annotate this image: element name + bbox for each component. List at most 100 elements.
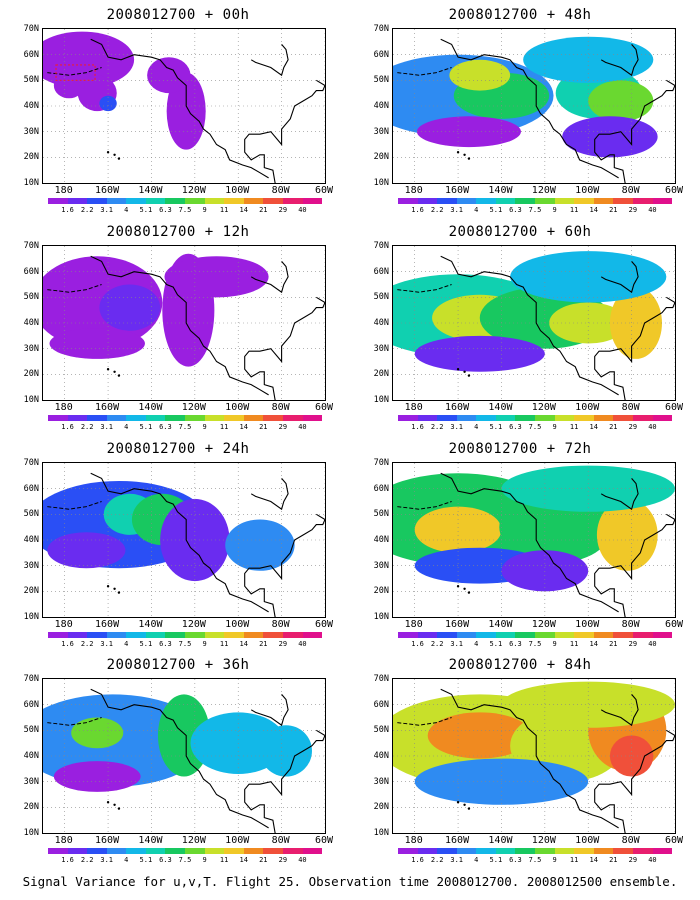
- colorbar-swatch: [48, 198, 68, 204]
- colorbar-swatch: [302, 632, 323, 638]
- colorbar-label: 21: [609, 856, 618, 864]
- aleutian-islands: [397, 501, 452, 510]
- colorbar-label: 4: [474, 856, 479, 864]
- colorbar-label: 5.1: [139, 640, 153, 648]
- colorbar-label: 14: [239, 640, 248, 648]
- colorbar-swatch: [495, 848, 516, 854]
- colorbar-swatch: [476, 848, 496, 854]
- longitude-tick-label: 140W: [138, 619, 163, 630]
- latitude-tick-label: 60N: [373, 483, 389, 494]
- latitude-tick-label: 60N: [373, 699, 389, 710]
- colorbar-label: 21: [259, 640, 268, 648]
- colorbar-label: 9: [552, 206, 557, 214]
- hawaii-island: [113, 803, 116, 806]
- colorbar: [398, 415, 673, 421]
- coastline: [250, 261, 289, 294]
- latitude-tick-label: 60N: [373, 49, 389, 60]
- longitude-tick-label: 180: [404, 835, 423, 846]
- colorbar-label: 1.6: [61, 856, 74, 864]
- latitude-tick-label: 50N: [373, 509, 389, 520]
- latitude-tick-label: 70N: [373, 241, 389, 251]
- map-panel: 2008012700 + 12h 70N 60N 50N 40N 30N 20N 10N 180…: [8, 223, 348, 441]
- longitude-tick-label: 120W: [531, 835, 556, 846]
- hawaii-island: [106, 585, 110, 588]
- colorbar-swatch: [535, 632, 555, 638]
- colorbar-label: 9: [552, 640, 557, 648]
- colorbar-label: 29: [278, 640, 288, 648]
- colorbar-label: 40: [298, 206, 307, 214]
- colorbar-swatch: [613, 415, 633, 421]
- variance-contour-fill: [501, 681, 675, 728]
- longitude-tick-label: 140W: [138, 185, 163, 196]
- variance-contour-fill: [562, 116, 658, 158]
- colorbar-swatch: [554, 198, 575, 204]
- colorbar-swatch: [185, 632, 205, 638]
- colorbar-label: 11: [219, 640, 229, 648]
- colorbar-label: 4: [124, 206, 129, 214]
- hawaii-island: [117, 157, 121, 160]
- colorbar-label: 3.1: [100, 856, 114, 864]
- longitude-tick-label: 60W: [314, 185, 334, 196]
- colorbar-swatch: [263, 415, 283, 421]
- longitude-tick-label: 160W: [445, 619, 470, 630]
- latitude-tick-label: 20N: [23, 802, 39, 813]
- colorbar-label: 6.3: [159, 206, 172, 214]
- map-panel: 2008012700 + 00h 70N 60N 50N 40N 30N 20N 10N 180…: [8, 6, 348, 224]
- colorbar-swatch: [437, 415, 457, 421]
- colorbar-label: 2.2: [80, 423, 94, 431]
- colorbar-label: 29: [278, 856, 288, 864]
- colorbar-label: 2.2: [80, 206, 94, 214]
- latitude-tick-label: 20N: [373, 152, 389, 163]
- latitude-tick-label: 50N: [373, 75, 389, 86]
- colorbar-label: 3.1: [100, 640, 114, 648]
- panel-title: 2008012700 + 72h: [448, 441, 592, 457]
- colorbar-label: 21: [609, 206, 618, 214]
- colorbar-swatch: [106, 632, 127, 638]
- latitude-tick-label: 10N: [23, 178, 39, 188]
- colorbar-swatch: [126, 848, 146, 854]
- longitude-tick-label: 180: [54, 619, 73, 630]
- hawaii-island: [106, 151, 110, 154]
- colorbar-swatch: [398, 415, 418, 421]
- colorbar-label: 9: [202, 423, 207, 431]
- colorbar-label: 4: [474, 206, 479, 214]
- aleutian-islands: [47, 501, 102, 510]
- longitude-tick-label: 180: [404, 185, 423, 196]
- colorbar-label: 3.1: [450, 423, 464, 431]
- colorbar-swatch: [145, 198, 166, 204]
- latitude-tick-label: 30N: [23, 560, 39, 571]
- longitude-tick-label: 80W: [271, 402, 290, 413]
- hawaii-island: [463, 803, 466, 806]
- hawaii-island: [106, 368, 110, 371]
- longitude-tick-label: 100W: [225, 185, 250, 196]
- colorbar-swatch: [263, 848, 283, 854]
- colorbar-label: 2.2: [430, 856, 444, 864]
- variance-contour-fill: [47, 532, 126, 569]
- colorbar-swatch: [632, 848, 653, 854]
- colorbar-label: 6.3: [509, 856, 522, 864]
- hawaii-island: [463, 153, 466, 156]
- panel-title: 2008012700 + 00h: [106, 7, 250, 23]
- latitude-tick-label: 10N: [373, 395, 389, 405]
- colorbar-label: 9: [552, 856, 557, 864]
- longitude-tick-label: 80W: [621, 619, 640, 630]
- longitude-tick-label: 140W: [138, 835, 163, 846]
- colorbar-swatch: [593, 632, 614, 638]
- coastline: [244, 296, 325, 400]
- coastline: [440, 472, 619, 613]
- latitude-tick-label: 70N: [23, 458, 39, 468]
- colorbar-swatch: [476, 632, 496, 638]
- colorbar-swatch: [437, 198, 457, 204]
- colorbar-label: 40: [648, 856, 657, 864]
- colorbar-swatch: [574, 632, 594, 638]
- colorbar-swatch: [574, 415, 594, 421]
- colorbar-label: 11: [219, 206, 229, 214]
- latitude-tick-label: 20N: [23, 152, 39, 163]
- colorbar-label: 7.5: [528, 206, 542, 214]
- coastline: [594, 296, 675, 400]
- observation-region-box: [55, 64, 96, 81]
- colorbar-swatch: [126, 198, 146, 204]
- latitude-tick-label: 40N: [373, 535, 389, 545]
- colorbar-label: 6.3: [509, 206, 522, 214]
- longitude-tick-label: 100W: [575, 619, 600, 630]
